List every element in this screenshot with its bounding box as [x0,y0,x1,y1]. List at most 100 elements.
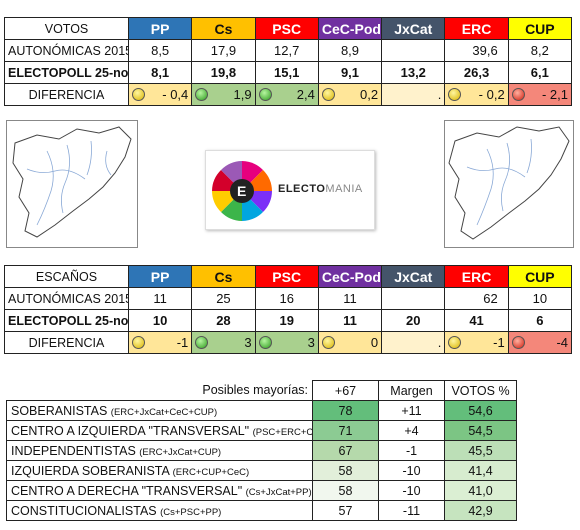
majority-votes: 54,5 [444,420,517,441]
majorities-table: Posibles mayorías: +67 Margen VOTOS % SO… [6,380,517,521]
row-label: ELECTOPOLL 25-nov [4,309,129,332]
majority-name: IZQUIERDA SOBERANISTA (ERC+CUP+CeC) [6,460,313,481]
party-header-psc: PSC [254,265,319,288]
yellow-indicator-icon [132,88,145,101]
difference-value: - 0,2 [478,87,505,102]
value-cell: 8,1 [127,61,193,84]
catalonia-map-right [444,120,574,248]
party-header-cs: Cs [191,265,256,288]
difference-value: 3 [244,335,252,350]
majority-seats: 67 [312,440,379,461]
row-label: AUTONÓMICAS 2015 [4,287,129,310]
value-cell: 12,7 [254,39,319,62]
party-header-cec: CeC-Pod [317,17,383,40]
red-indicator-icon [511,336,525,349]
yellow-indicator-icon [132,336,145,349]
logo-text-light: MANIA [325,183,363,195]
majority-seats: 58 [312,460,379,481]
majority-row: CONSTITUCIONALISTAS (Cs+PSC+PP) 57 -11 42,9 [6,500,517,521]
difference-content: 2,4 [258,87,315,102]
value-cell: 20 [381,309,446,332]
difference-content: 1,9 [195,87,252,102]
value-cell: 11 [317,287,383,310]
majority-detail: (ERC+JxCat+CUP) [139,446,222,458]
yellow-indicator-icon [321,336,335,349]
row-label: DIFERENCIA [4,83,129,106]
difference-cell: -1 [444,331,509,354]
majority-margin: -10 [378,480,445,501]
yellow-indicator-icon [321,88,335,101]
difference-cell: 2,4 [254,83,319,106]
majority-seats: 58 [312,480,379,501]
party-header-cup: CUP [507,265,573,288]
svg-text:E: E [237,183,246,199]
value-cell: 11 [317,309,383,332]
table-row: ELECTOPOLL 25-nov 8,1 19,8 15,1 9,1 13,2… [4,61,573,84]
seats-table: ESCAÑOS PP Cs PSC CeC-Pod JxCat ERC CUP … [4,265,573,354]
value-cell: 13,2 [381,61,446,84]
majority-margin: -11 [378,500,445,521]
row-label: AUTONÓMICAS 2015 [4,39,129,62]
difference-content: -4 [511,335,568,350]
difference-content: . [385,335,442,350]
majority-margin: +4 [378,420,445,441]
difference-cell: -1 [127,331,193,354]
value-cell: 17,9 [191,39,256,62]
majority-detail: (Cs+JxCat+PP) [245,486,312,498]
difference-content: -1 [448,335,505,350]
value-cell: 6,1 [507,61,573,84]
majority-margin: -1 [378,440,445,461]
difference-row: DIFERENCIA -1 3 3 0 . -1 -4 [4,331,573,354]
difference-cell: - 0,2 [444,83,509,106]
majority-votes: 54,6 [444,400,517,421]
table-row: AUTONÓMICAS 2015 8,5 17,9 12,7 8,9 39,6 … [4,39,573,62]
value-cell [381,39,446,62]
value-cell: 41 [444,309,509,332]
difference-cell: . [381,83,446,106]
difference-cell: 0 [317,331,383,354]
difference-row: DIFERENCIA - 0,4 1,9 2,4 0,2 . - 0,2 - 2… [4,83,573,106]
value-cell: 19 [254,309,319,332]
difference-content: 0,2 [321,87,378,102]
votes-corner: VOTOS [4,17,129,40]
difference-cell: . [381,331,446,354]
majority-detail: (PSC+ERC+CeC) [252,426,312,438]
majority-row: CENTRO A IZQUIERDA "TRANSVERSAL" (PSC+ER… [6,420,517,441]
value-cell: 8,5 [127,39,193,62]
majority-title: CENTRO A IZQUIERDA "TRANSVERSAL" [11,423,253,438]
value-cell: 10 [127,309,193,332]
logo-text-bold: ELECTO [278,183,326,195]
majority-row: CENTRO A DERECHA "TRANSVERSAL" (Cs+JxCat… [6,480,517,501]
catalonia-map-left [6,120,138,248]
difference-value: . [437,335,442,350]
value-cell: 11 [127,287,193,310]
majority-detail: (Cs+PSC+PP) [160,506,222,518]
majority-margin: -10 [378,460,445,481]
row-label: DIFERENCIA [4,331,129,354]
value-cell: 8,2 [507,39,573,62]
difference-content: 3 [258,335,315,350]
difference-content: . [385,87,442,102]
majority-seats: 78 [312,400,379,421]
value-cell: 8,9 [317,39,383,62]
green-indicator-icon [258,88,272,101]
difference-cell: - 2,1 [507,83,573,106]
value-cell: 10 [507,287,573,310]
difference-value: . [437,87,442,102]
difference-value: -1 [176,335,189,350]
majority-title: CONSTITUCIONALISTAS [11,503,161,518]
value-cell: 6 [507,309,573,332]
green-indicator-icon [195,336,209,349]
difference-content: 0 [321,335,378,350]
majority-detail: (ERC+JxCat+CeC+CUP) [110,406,218,418]
value-cell: 9,1 [317,61,383,84]
catalonia-map-icon [448,126,570,240]
majorities-header-label: Posibles mayorías: [6,380,313,401]
green-indicator-icon [258,336,272,349]
party-header-cs: Cs [191,17,256,40]
yellow-indicator-icon [448,88,462,101]
value-cell: 26,3 [444,61,509,84]
majority-votes: 41,0 [444,480,517,501]
majority-title: CENTRO A DERECHA "TRANSVERSAL" [11,483,246,498]
difference-content: - 2,1 [511,87,568,102]
